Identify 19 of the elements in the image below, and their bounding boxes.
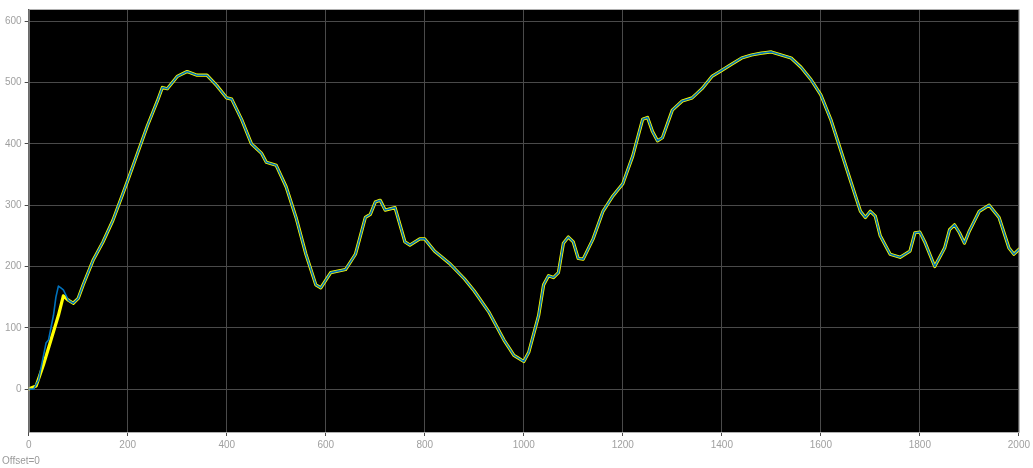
x-tick-label: 1600 — [809, 438, 833, 450]
x-tick-label: 1000 — [512, 438, 536, 450]
x-tick-label: 400 — [218, 438, 236, 450]
y-tick-label: 400 — [5, 137, 23, 149]
y-tick-label: 0 — [16, 382, 23, 394]
y-tick-label: 300 — [5, 198, 23, 210]
text: Offset=0 — [2, 454, 41, 466]
x-tick-label: 1200 — [611, 438, 635, 450]
x-tick-label: 1800 — [908, 438, 932, 450]
y-tick-label: 200 — [5, 260, 23, 272]
x-tick-label: 200 — [119, 438, 137, 450]
y-tick-label: 600 — [5, 15, 23, 27]
y-tick-label: 100 — [5, 321, 23, 333]
x-tick-label: 0 — [25, 438, 32, 450]
x-tick-label: 800 — [416, 438, 434, 450]
x-tick-label: 600 — [317, 438, 335, 450]
y-tick-label: 500 — [5, 76, 23, 88]
x-tick-label: 1400 — [710, 438, 734, 450]
x-tick-label: 2000 — [1007, 438, 1031, 450]
